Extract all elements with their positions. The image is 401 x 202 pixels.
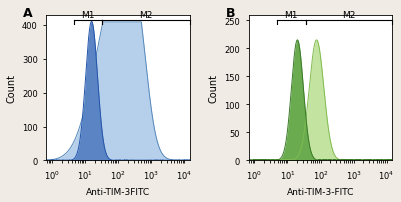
Text: M1: M1 — [81, 11, 95, 20]
Text: A: A — [23, 7, 32, 20]
Text: M2: M2 — [342, 11, 356, 20]
X-axis label: Anti-TIM-3-FITC: Anti-TIM-3-FITC — [287, 187, 354, 196]
Text: M2: M2 — [140, 11, 153, 20]
Y-axis label: Count: Count — [209, 74, 219, 103]
Text: B: B — [225, 7, 235, 20]
Text: M1: M1 — [285, 11, 298, 20]
Y-axis label: Count: Count — [6, 74, 16, 103]
X-axis label: Anti-TIM-3FITC: Anti-TIM-3FITC — [86, 187, 150, 196]
